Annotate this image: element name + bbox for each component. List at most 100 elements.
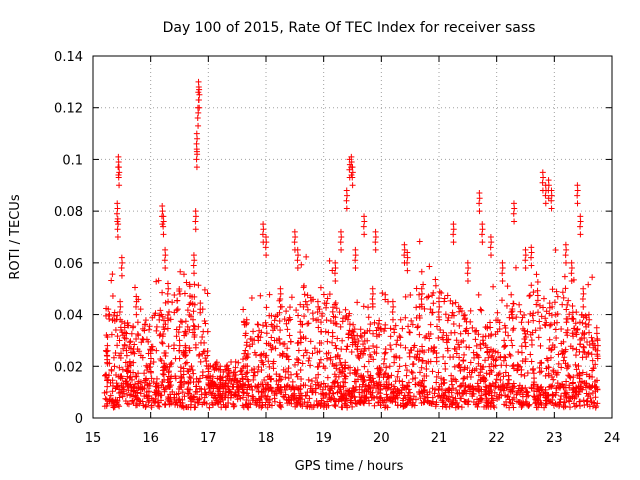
data-point: [498, 362, 505, 369]
data-point: [295, 347, 302, 354]
data-point: [238, 367, 245, 374]
data-point: [566, 373, 573, 380]
data-point: [191, 270, 198, 277]
data-point: [153, 347, 160, 354]
data-point: [357, 326, 364, 333]
data-point: [414, 323, 421, 330]
data-point: [240, 306, 247, 313]
data-point: [364, 327, 371, 334]
data-point: [322, 383, 329, 390]
data-point: [263, 323, 270, 330]
data-point: [518, 385, 525, 392]
data-point: [487, 367, 494, 374]
data-point: [457, 367, 464, 374]
data-point: [332, 259, 339, 266]
data-point: [333, 305, 340, 312]
data-point: [242, 330, 249, 337]
data-point: [124, 391, 131, 398]
data-point: [102, 371, 109, 378]
data-point: [584, 393, 591, 400]
data-point: [367, 351, 374, 358]
data-point: [387, 342, 394, 349]
data-point: [574, 200, 581, 207]
data-point: [269, 343, 276, 350]
data-point: [116, 364, 123, 371]
data-point: [336, 355, 343, 362]
data-point: [186, 326, 193, 333]
data-point: [404, 254, 411, 261]
data-point: [291, 394, 298, 401]
data-point: [521, 372, 528, 379]
data-point: [148, 404, 155, 411]
data-point: [122, 378, 129, 385]
data-point: [389, 316, 396, 323]
data-point: [403, 372, 410, 379]
data-point: [475, 398, 482, 405]
data-point: [340, 383, 347, 390]
data-point: [536, 302, 543, 309]
data-point: [542, 192, 549, 199]
data-point: [545, 177, 552, 184]
data-point: [139, 354, 146, 361]
data-point: [429, 394, 436, 401]
data-point: [261, 377, 268, 384]
data-point: [484, 348, 491, 355]
data-point: [196, 86, 203, 93]
data-point: [499, 297, 506, 304]
data-point: [461, 316, 468, 323]
data-point: [348, 171, 355, 178]
data-point: [515, 362, 522, 369]
data-point: [338, 395, 345, 402]
data-point: [116, 390, 123, 397]
data-point: [301, 313, 308, 320]
data-point: [404, 367, 410, 374]
data-point: [294, 257, 301, 264]
data-point: [511, 205, 518, 212]
data-point: [139, 325, 146, 332]
data-point: [235, 359, 242, 366]
data-point: [365, 358, 372, 365]
data-point: [503, 302, 510, 309]
data-point: [528, 282, 535, 289]
data-point: [258, 351, 265, 358]
data-point: [576, 375, 583, 382]
data-point: [440, 329, 447, 336]
data-point: [335, 373, 342, 380]
data-point: [259, 231, 266, 238]
data-point: [294, 400, 301, 407]
data-point: [373, 333, 380, 340]
data-point: [522, 355, 529, 362]
data-point: [543, 397, 550, 404]
data-point: [539, 179, 546, 186]
data-point: [542, 322, 549, 329]
data-point: [302, 347, 309, 354]
data-point: [494, 317, 501, 324]
data-point: [332, 314, 339, 321]
data-point: [244, 354, 251, 361]
data-point: [368, 379, 375, 386]
x-tick-label: 16: [142, 431, 159, 446]
data-point: [271, 317, 278, 324]
data-point: [338, 390, 345, 397]
data-point: [377, 402, 384, 409]
data-point: [564, 327, 571, 334]
data-point: [401, 384, 408, 391]
data-point: [305, 376, 312, 383]
data-point: [569, 380, 576, 387]
data-point: [162, 252, 169, 259]
data-point: [284, 382, 291, 389]
data-point: [192, 226, 199, 233]
data-point: [307, 338, 314, 345]
data-point: [160, 223, 167, 230]
data-point: [373, 350, 380, 357]
data-point: [277, 296, 284, 303]
data-point: [443, 339, 450, 346]
data-point: [376, 371, 383, 378]
data-point: [201, 286, 208, 293]
data-point: [113, 399, 120, 406]
data-point: [594, 386, 601, 393]
data-point: [162, 246, 169, 253]
data-point: [444, 345, 451, 352]
data-point: [453, 350, 460, 357]
data-point: [372, 246, 379, 253]
